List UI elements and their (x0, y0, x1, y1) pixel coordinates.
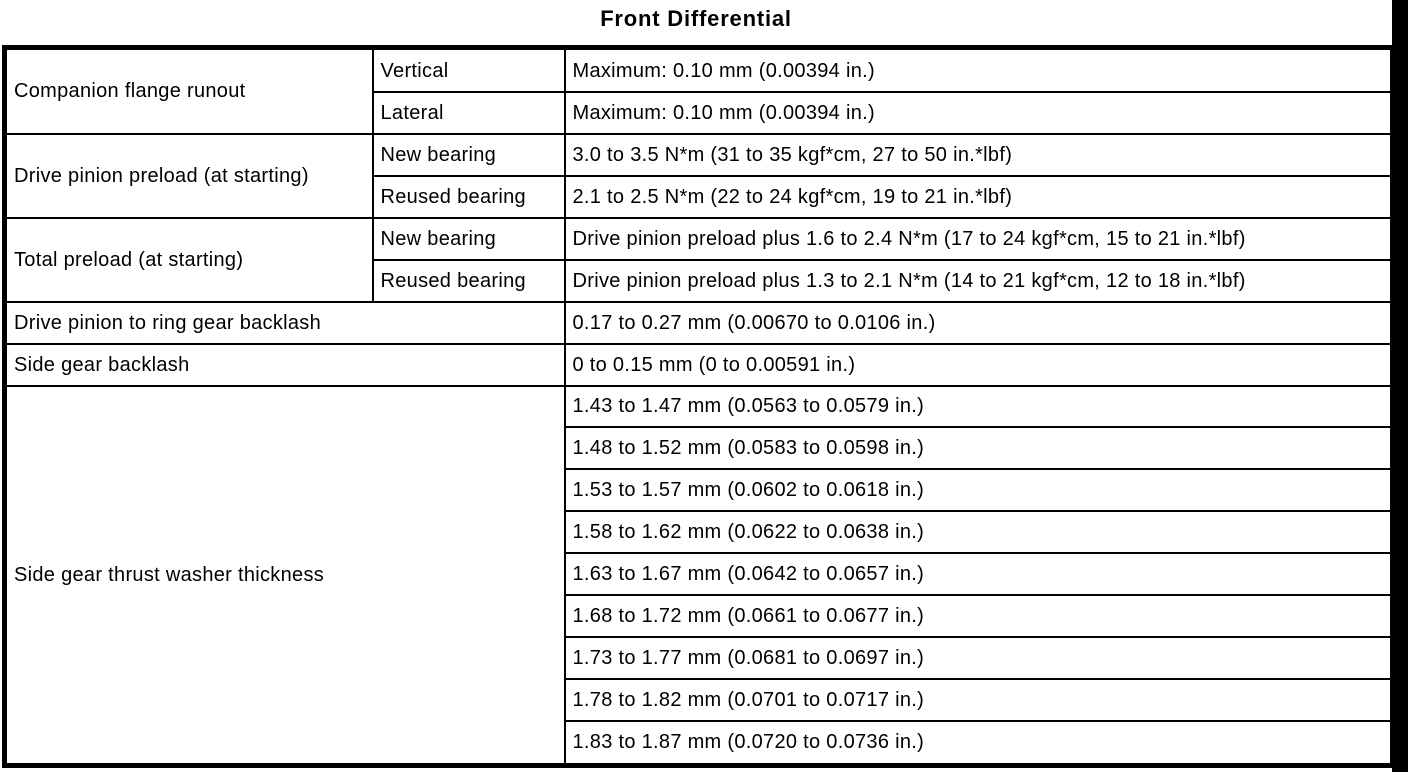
spec-label-thrust-washer-thickness: Side gear thrust washer thickness (3, 384, 566, 767)
spec-value: 1.53 to 1.57 mm (0.0602 to 0.0618 in.) (563, 468, 1394, 513)
spec-value: 1.68 to 1.72 mm (0.0661 to 0.0677 in.) (563, 594, 1394, 639)
table-row: 1.78 to 1.82 mm (0.0701 to 0.0717 in.) (5, 677, 1394, 722)
spec-value: 1.78 to 1.82 mm (0.0701 to 0.0717 in.) (563, 677, 1394, 722)
table-row: 1.48 to 1.52 mm (0.0583 to 0.0598 in.) (5, 426, 1394, 471)
spec-value: 1.43 to 1.47 mm (0.0563 to 0.0579 in.) (563, 384, 1394, 429)
spec-label-ring-gear-backlash: Drive pinion to ring gear backlash (3, 300, 566, 345)
spec-value: 3.0 to 3.5 N*m (31 to 35 kgf*cm, 27 to 5… (563, 132, 1394, 177)
table-row: Reused bearing Drive pinion preload plus… (5, 258, 1394, 303)
spec-label-drive-pinion-preload: Drive pinion preload (at starting) (3, 132, 374, 219)
table-row: Lateral Maximum: 0.10 mm (0.00394 in.) (5, 91, 1394, 135)
spec-label-companion-flange-runout: Companion flange runout (3, 46, 374, 135)
front-differential-spec-table: Companion flange runout Vertical Maximum… (2, 45, 1395, 768)
table-row: Drive pinion preload (at starting) New b… (3, 132, 1394, 219)
spec-value: Maximum: 0.10 mm (0.00394 in.) (563, 46, 1394, 94)
spec-label-total-preload: Total preload (at starting) (3, 216, 374, 303)
table-row: Side gear backlash 0 to 0.15 mm (0 to 0.… (3, 342, 1394, 387)
page-title: Front Differential (600, 6, 792, 31)
spec-value: Maximum: 0.10 mm (0.00394 in.) (563, 91, 1394, 135)
table-row: Companion flange runout Vertical Maximum… (3, 46, 1394, 135)
spec-value: 0.17 to 0.27 mm (0.00670 to 0.0106 in.) (563, 300, 1394, 345)
spec-sublabel-vertical: Vertical (371, 46, 566, 94)
table-row: Reused bearing 2.1 to 2.5 N*m (22 to 24 … (5, 174, 1394, 219)
spec-sublabel-reused-bearing: Reused bearing (371, 258, 566, 303)
spec-value: 0 to 0.15 mm (0 to 0.00591 in.) (563, 342, 1394, 387)
spec-value: Drive pinion preload plus 1.6 to 2.4 N*m… (563, 216, 1394, 261)
spec-value: 1.73 to 1.77 mm (0.0681 to 0.0697 in.) (563, 636, 1394, 680)
spec-value: 1.83 to 1.87 mm (0.0720 to 0.0736 in.) (563, 719, 1394, 767)
spec-sublabel-new-bearing: New bearing (371, 216, 566, 261)
spec-value: 1.63 to 1.67 mm (0.0642 to 0.0657 in.) (563, 552, 1394, 597)
spec-sublabel-new-bearing: New bearing (371, 132, 566, 177)
table-row: 1.53 to 1.57 mm (0.0602 to 0.0618 in.) (5, 468, 1394, 513)
table-row: Total preload (at starting) New bearing … (3, 216, 1394, 303)
spec-sublabel-lateral: Lateral (371, 91, 566, 135)
table-row: 1.58 to 1.62 mm (0.0622 to 0.0638 in.) (5, 510, 1394, 555)
spec-value: Drive pinion preload plus 1.3 to 2.1 N*m… (563, 258, 1394, 303)
table-row: 1.83 to 1.87 mm (0.0720 to 0.0736 in.) (5, 719, 1394, 767)
table-row: 1.68 to 1.72 mm (0.0661 to 0.0677 in.) (5, 594, 1394, 639)
table-row: Side gear thrust washer thickness 1.43 t… (3, 384, 1394, 767)
spec-value: 1.58 to 1.62 mm (0.0622 to 0.0638 in.) (563, 510, 1394, 555)
table-row: 1.63 to 1.67 mm (0.0642 to 0.0657 in.) (5, 552, 1394, 597)
spec-label-side-gear-backlash: Side gear backlash (3, 342, 566, 387)
scan-edge-black-strip (1392, 0, 1408, 772)
spec-value: 1.48 to 1.52 mm (0.0583 to 0.0598 in.) (563, 426, 1394, 471)
spec-value: 2.1 to 2.5 N*m (22 to 24 kgf*cm, 19 to 2… (563, 174, 1394, 219)
table-row: Drive pinion to ring gear backlash 0.17 … (3, 300, 1394, 345)
spec-sublabel-reused-bearing: Reused bearing (371, 174, 566, 219)
table-row: 1.73 to 1.77 mm (0.0681 to 0.0697 in.) (5, 636, 1394, 680)
